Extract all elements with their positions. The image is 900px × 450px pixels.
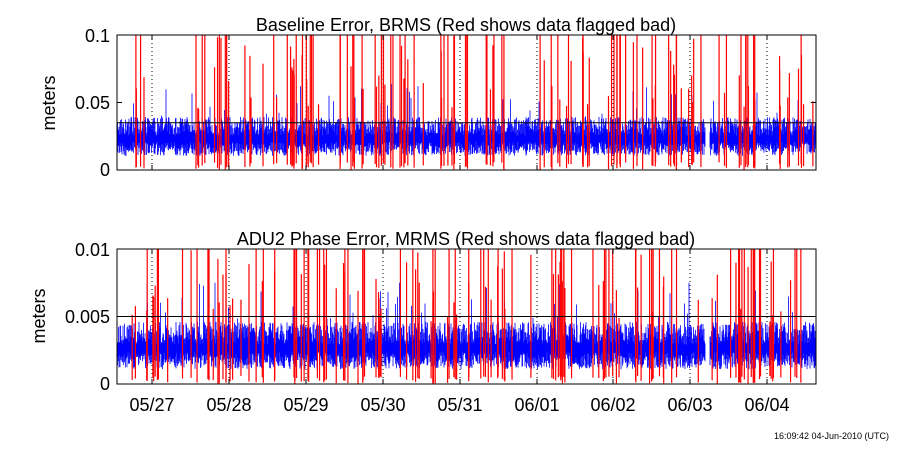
- y-tick-label-top-mid: 0.05: [75, 93, 110, 113]
- x-tick-label: 05/28: [206, 395, 251, 415]
- x-tick-label: 05/29: [283, 395, 328, 415]
- timestamp-label: 16:09:42 04-Jun-2010 (UTC): [774, 431, 889, 441]
- baseline-error-chart: Baseline Error, BRMS (Red shows data fla…: [39, 15, 817, 180]
- chart-title-bottom: ADU2 Phase Error, MRMS (Red shows data f…: [237, 229, 695, 249]
- y-axis-label-bottom: meters: [29, 288, 49, 343]
- y-tick-label-top-low: 0: [100, 160, 110, 180]
- x-tick-labels: 05/27 05/28 05/29 05/30 05/31 06/01 06/02 06/03…: [129, 395, 789, 415]
- x-tick-label: 05/30: [360, 395, 405, 415]
- y-axis-label-top: meters: [39, 75, 59, 130]
- chart-title-top: Baseline Error, BRMS (Red shows data fla…: [256, 15, 676, 35]
- series-group: [117, 249, 816, 384]
- y-tick-label-bottom-low: 0: [100, 374, 110, 394]
- plot-area-bottom: [116, 248, 817, 385]
- x-tick-label: 06/03: [667, 395, 712, 415]
- y-tick-label-top-high: 0.1: [85, 26, 110, 46]
- series-group: [117, 35, 816, 170]
- phase-error-chart: ADU2 Phase Error, MRMS (Red shows data f…: [29, 229, 817, 415]
- x-tick-label: 06/04: [744, 395, 789, 415]
- x-tick-label: 06/01: [514, 395, 559, 415]
- x-tick-label: 05/27: [129, 395, 174, 415]
- plot-area-top: [116, 34, 817, 171]
- y-tick-label-bottom-high: 0.01: [75, 240, 110, 260]
- y-tick-label-bottom-mid: 0.005: [65, 307, 110, 327]
- x-tick-label: 05/31: [437, 395, 482, 415]
- x-tick-label: 06/02: [590, 395, 635, 415]
